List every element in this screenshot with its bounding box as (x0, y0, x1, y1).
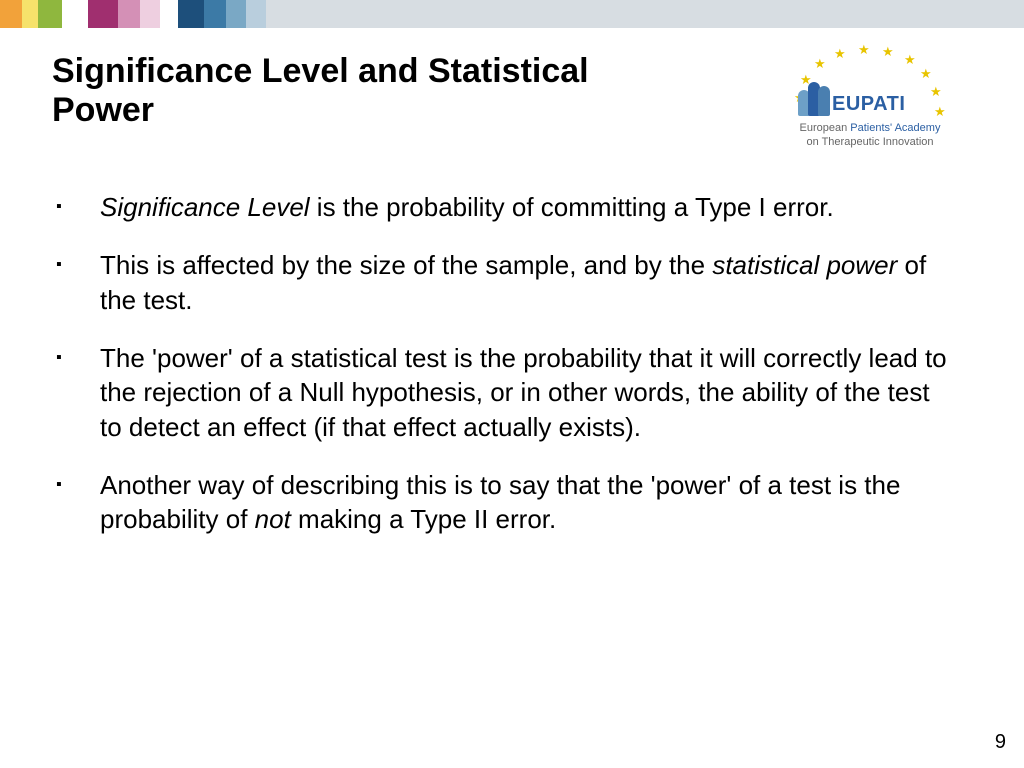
logo-sub-line2: on Therapeutic Innovation (807, 136, 934, 148)
list-item: ▪This is affected by the size of the sam… (56, 248, 956, 317)
list-item: ▪Another way of describing this is to sa… (56, 468, 956, 537)
bullet-marker: ▪ (56, 190, 100, 224)
text-segment: making a Type II error. (291, 504, 556, 534)
color-swatch (160, 0, 178, 28)
eupati-logo: ★ ★ ★ ★ ★ ★ ★ ★ ★ ★ EUPATI Europ (770, 52, 970, 150)
color-swatch (118, 0, 140, 28)
list-item: ▪The 'power' of a statistical test is th… (56, 341, 956, 444)
logo-people-icon (798, 82, 828, 116)
page-title: Significance Level and Statistical Power (52, 52, 652, 130)
bullet-text: Another way of describing this is to say… (100, 468, 956, 537)
color-swatch (88, 0, 118, 28)
bullet-marker: ▪ (56, 248, 100, 317)
page-number: 9 (995, 731, 1006, 754)
text-segment: This is affected by the size of the samp… (100, 250, 712, 280)
list-item: ▪Significance Level is the probability o… (56, 190, 956, 224)
color-swatch (204, 0, 226, 28)
bullet-list: ▪Significance Level is the probability o… (56, 190, 956, 561)
text-segment: statistical power (712, 250, 897, 280)
top-color-band (0, 0, 1024, 28)
color-swatch (22, 0, 38, 28)
logo-brand-text: EUPATI (832, 93, 905, 116)
text-segment: The 'power' of a statistical test is the… (100, 343, 947, 442)
text-segment: Significance Level (100, 192, 310, 222)
color-swatch (38, 0, 62, 28)
color-swatch (62, 0, 88, 28)
color-swatch (246, 0, 266, 28)
color-swatch (140, 0, 160, 28)
color-swatch (0, 0, 22, 28)
bullet-text: This is affected by the size of the samp… (100, 248, 956, 317)
color-swatch (226, 0, 246, 28)
color-band-remainder (266, 0, 1024, 28)
bullet-marker: ▪ (56, 341, 100, 444)
slide: Significance Level and Statistical Power… (0, 0, 1024, 768)
bullet-text: Significance Level is the probability of… (100, 190, 956, 224)
text-segment: is the probability of committing a Type … (310, 192, 834, 222)
logo-graphic: ★ ★ ★ ★ ★ ★ ★ ★ ★ ★ EUPATI (770, 52, 970, 122)
bullet-text: The 'power' of a statistical test is the… (100, 341, 956, 444)
bullet-marker: ▪ (56, 468, 100, 537)
text-segment: not (255, 504, 291, 534)
color-swatch (178, 0, 204, 28)
